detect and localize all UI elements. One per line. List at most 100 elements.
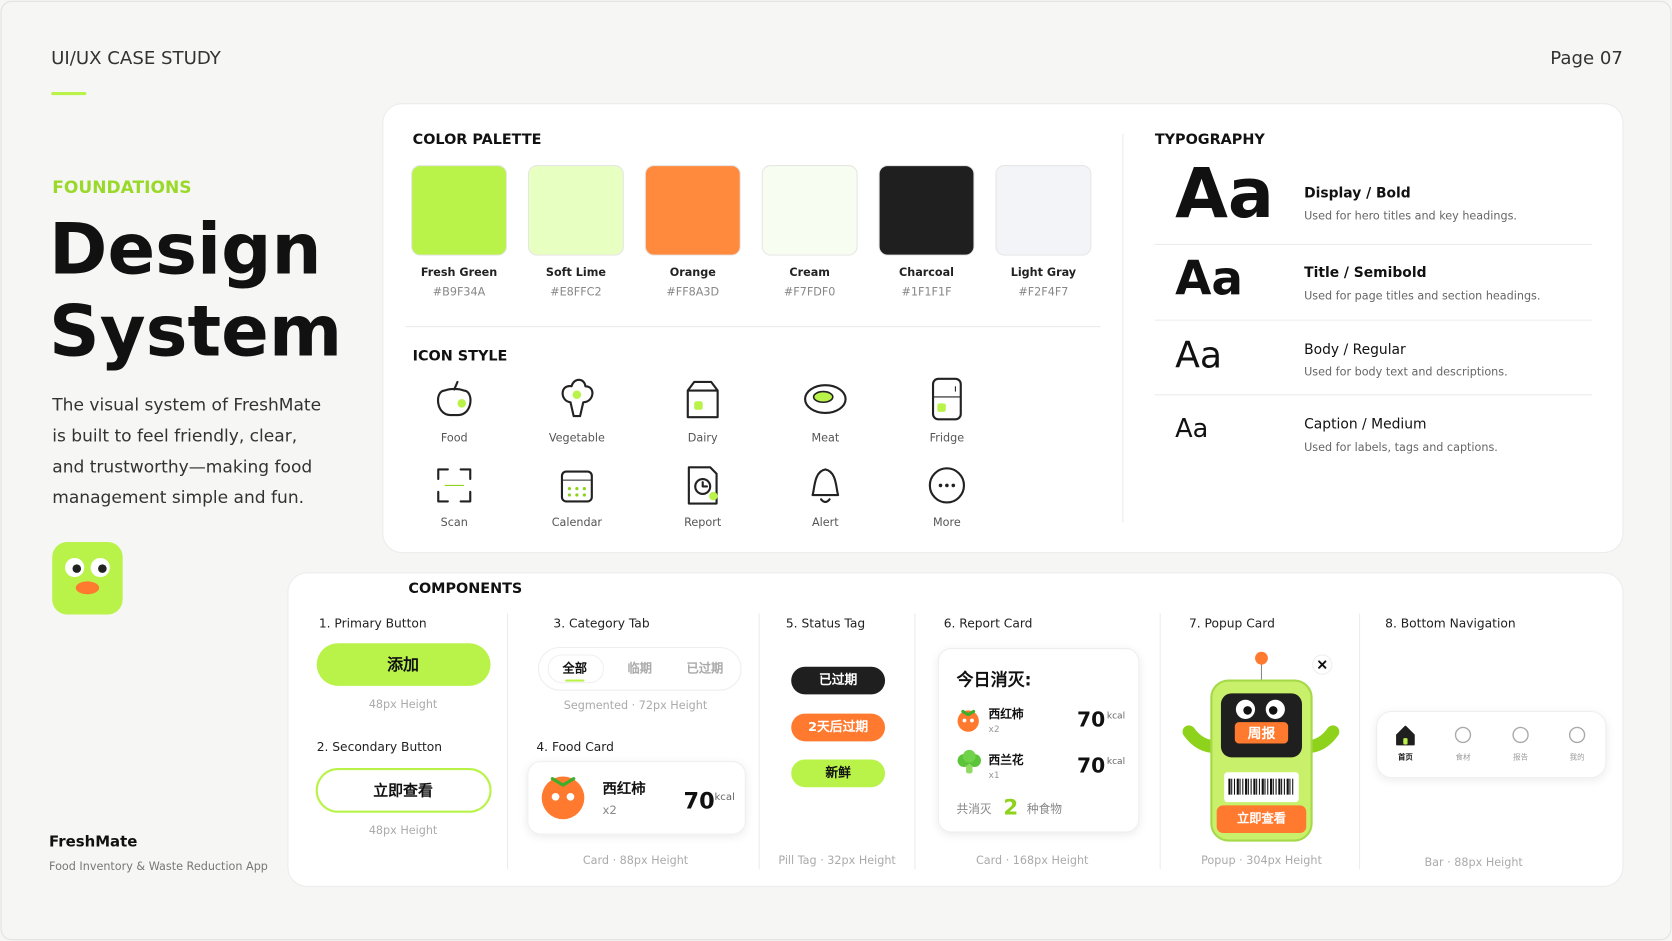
icon-dot: [567, 487, 572, 491]
report-summary: 共消灭: [956, 802, 991, 816]
primary-button: [316, 643, 491, 686]
tab-label: 已过期: [686, 660, 723, 675]
nav-icon: [1454, 726, 1472, 744]
type-description: Used for hero titles and key headings.: [1304, 210, 1517, 223]
hero-title: System: [49, 291, 342, 373]
barcode: [1245, 778, 1248, 795]
pupil: [98, 564, 107, 573]
component-note: Card · 88px Height: [583, 854, 689, 867]
icon-label: Scan: [441, 516, 468, 529]
icon-label: Food: [441, 432, 468, 445]
component-note: 48px Height: [369, 824, 438, 837]
tomato: [957, 710, 979, 732]
icon-dot: [582, 487, 586, 491]
report-heading: 今日消灭:: [955, 670, 1031, 691]
eye: [566, 792, 575, 801]
food-card: [527, 761, 746, 835]
eyebrow: FOUNDATIONS: [52, 178, 191, 198]
description: is built to feel friendly, clear,: [52, 426, 297, 446]
leaf: [961, 709, 976, 717]
report-item-name: 西兰花: [988, 753, 1023, 767]
swatch-hex: #1F1F1F: [902, 285, 952, 298]
food-quantity: x2: [602, 803, 616, 817]
pupil: [1243, 706, 1252, 715]
report-item-quantity: x1: [988, 771, 999, 781]
tab-indicator: [565, 679, 585, 682]
swatch-hex: #F7FDF0: [784, 285, 836, 298]
type-sample: Aa: [1175, 155, 1274, 234]
icon-dot: [938, 483, 943, 488]
type-sample: Aa: [1175, 333, 1222, 376]
icon: [694, 477, 712, 496]
component-note: 48px Height: [369, 698, 438, 711]
section-title: COLOR PALETTE: [413, 132, 542, 148]
icon-accent: [812, 390, 834, 404]
barcode: [1264, 778, 1266, 795]
description: The visual system of FreshMate: [51, 395, 321, 415]
icon-dot: [575, 487, 579, 491]
icon: [701, 481, 709, 488]
swatch-hex: #FF8A3D: [666, 285, 719, 298]
icon-label: Dairy: [688, 432, 718, 445]
tab-label: 临期: [628, 660, 653, 675]
icon: [560, 470, 593, 503]
report-item-name: 西红柿: [988, 707, 1023, 721]
component-note: Segmented · 72px Height: [564, 699, 708, 712]
tab-label: 全部: [562, 660, 588, 675]
swatch: [527, 164, 624, 256]
app-icon: [52, 541, 123, 615]
button-text: 立即查看: [1237, 811, 1286, 826]
barcode: [1281, 778, 1283, 795]
swatch-hex: #B9F34A: [433, 285, 486, 298]
component-label: 6. Report Card: [944, 617, 1033, 631]
header-label: UI/UX CASE STUDY: [51, 48, 222, 69]
eye: [970, 718, 974, 723]
icon-dot: [582, 493, 586, 497]
popup-sign: 周报: [1248, 726, 1276, 742]
barcode: [1236, 778, 1239, 795]
broccoli: [962, 749, 976, 763]
swatch: [411, 164, 508, 256]
icon: [561, 378, 594, 418]
food-kcal: 70: [684, 789, 715, 815]
report-item-unit: kcal: [1107, 757, 1125, 767]
component-note: Popup · 304px Height: [1201, 854, 1322, 867]
icon-accent: [694, 401, 703, 410]
button-text: 添加: [387, 655, 419, 674]
icon: [686, 380, 719, 419]
swatch: [995, 164, 1092, 256]
leaf: [550, 777, 576, 787]
type-description: Used for labels, tags and captions.: [1304, 441, 1498, 454]
description: management simple and fun.: [52, 488, 304, 508]
section-title: COMPONENTS: [408, 581, 522, 597]
sign: [1234, 722, 1289, 744]
icon: [928, 467, 966, 504]
type-sample: Aa: [1175, 414, 1208, 444]
status-text: 已过期: [819, 672, 858, 688]
icon: [804, 384, 847, 414]
barcode: [1247, 778, 1249, 795]
component-label: 5. Status Tag: [786, 617, 865, 631]
type-name: Title / Semibold: [1304, 265, 1426, 281]
pupil: [72, 564, 82, 573]
icon-accent: [572, 390, 582, 400]
icon: [931, 377, 962, 421]
nav-icon: [1396, 725, 1415, 746]
barcode: [1283, 778, 1285, 795]
barcode: [1275, 778, 1277, 795]
button-text: 立即查看: [373, 781, 433, 799]
barcode: [1233, 778, 1236, 795]
component-label: 2. Secondary Button: [317, 740, 442, 754]
icon: [453, 380, 459, 391]
barcode: [1231, 778, 1233, 795]
barcode: [1272, 778, 1274, 795]
icon-label: More: [933, 516, 961, 529]
status-text: 2天后过期: [808, 719, 868, 735]
icon-label: Fridge: [930, 432, 965, 445]
icon-dot: [575, 493, 579, 497]
swatch-name: Cream: [789, 266, 830, 279]
type-sample: Aa: [1175, 251, 1243, 306]
status-tag: [791, 759, 886, 788]
secondary-button: [315, 768, 492, 813]
report-item-quantity: x2: [988, 725, 999, 735]
